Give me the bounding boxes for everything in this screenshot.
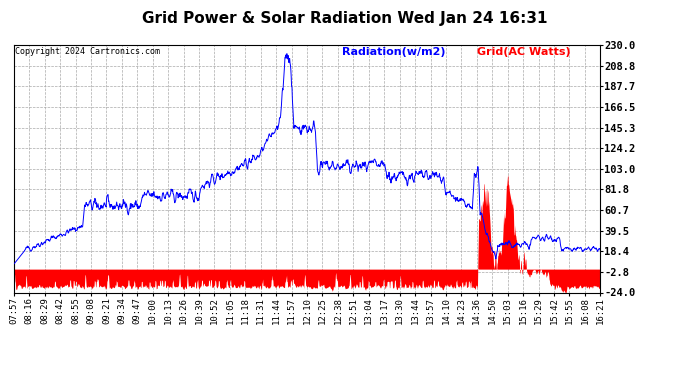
Text: Copyright 2024 Cartronics.com: Copyright 2024 Cartronics.com [15,48,160,57]
Text: Grid(AC Watts): Grid(AC Watts) [477,48,571,57]
Text: Grid Power & Solar Radiation Wed Jan 24 16:31: Grid Power & Solar Radiation Wed Jan 24 … [142,11,548,26]
Text: Radiation(w/m2): Radiation(w/m2) [342,48,446,57]
